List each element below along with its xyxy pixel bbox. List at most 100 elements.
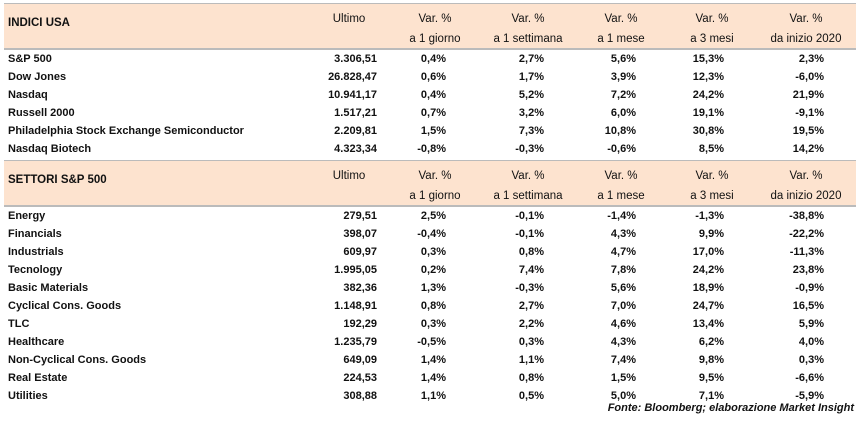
section-header: INDICI USA Ultimo Var. % a 1 giorno Var. % a … xyxy=(4,3,856,50)
cell-value: 10,8% xyxy=(604,125,636,137)
cell-value: 1,4% xyxy=(420,354,446,366)
cell-value: 4,7% xyxy=(610,246,636,258)
column-header-bottom: a 3 mesi xyxy=(690,190,734,202)
cell-value: 5,0% xyxy=(610,390,636,402)
table-row: Financials 398,07 -0,4% -0,1% 4,3% 9,9% -22,2% xyxy=(4,225,856,243)
cell-value: 13,4% xyxy=(692,318,724,330)
cell-value: 2,7% xyxy=(518,53,544,65)
row-label: Utilities xyxy=(8,390,48,402)
row-label: Non-Cyclical Cons. Goods xyxy=(8,354,147,366)
cell-value: 2,3% xyxy=(798,53,824,65)
cell-value: 224,53 xyxy=(343,372,377,384)
cell-value: 5,9% xyxy=(798,318,824,330)
cell-value: 1,7% xyxy=(518,71,544,83)
cell-value: 9,5% xyxy=(698,372,724,384)
cell-value: 19,5% xyxy=(792,125,824,137)
cell-value: 7,4% xyxy=(610,354,636,366)
cell-value: 0,6% xyxy=(420,71,446,83)
cell-value: 0,4% xyxy=(420,89,446,101)
cell-value: 5,6% xyxy=(610,53,636,65)
cell-value: 16,5% xyxy=(792,300,824,312)
row-label: Nasdaq Biotech xyxy=(8,143,92,155)
cell-value: 9,9% xyxy=(698,228,724,240)
cell-value: 24,2% xyxy=(692,89,724,101)
table-row: Utilities 308,88 1,1% 0,5% 5,0% 7,1% -5,9% xyxy=(4,387,856,405)
row-label: Energy xyxy=(8,210,46,222)
cell-value: 7,0% xyxy=(610,300,636,312)
table-row: Non-Cyclical Cons. Goods 649,09 1,4% 1,1% 7,… xyxy=(4,351,856,369)
table-row: Healthcare 1.235,79 -0,5% 0,3% 4,3% 6,2% 4,0% xyxy=(4,333,856,351)
table-row: Energy 279,51 2,5% -0,1% -1,4% -1,3% -38,8% xyxy=(4,207,856,225)
row-label: Real Estate xyxy=(8,372,68,384)
column-header: Var. % a 1 giorno xyxy=(389,166,481,206)
cell-value: -22,2% xyxy=(789,228,824,240)
table: INDICI USA Ultimo Var. % a 1 giorno Var. % a … xyxy=(4,0,856,405)
column-header-top: Var. % xyxy=(789,13,823,25)
cell-value: 14,2% xyxy=(792,143,824,155)
cell-value: 30,8% xyxy=(692,125,724,137)
cell-value: 4,3% xyxy=(610,228,636,240)
cell-value: 4,3% xyxy=(610,336,636,348)
cell-value: 0,3% xyxy=(420,246,446,258)
column-header-bottom: da inizio 2020 xyxy=(770,190,842,202)
table-row: Tecnology 1.995,05 0,2% 7,4% 7,8% 24,2% 23,8% xyxy=(4,261,856,279)
row-label: Industrials xyxy=(8,246,64,258)
column-header-bottom: a 1 settimana xyxy=(493,33,563,45)
cell-value: 3.306,51 xyxy=(334,53,377,65)
cell-value: 1.517,21 xyxy=(334,107,377,119)
table-row: Dow Jones 26.828,47 0,6% 1,7% 3,9% 12,3% -6,0% xyxy=(4,68,856,86)
cell-value: 2.209,81 xyxy=(334,125,377,137)
column-header: Var. % a 1 giorno xyxy=(389,9,481,49)
cell-value: 6,0% xyxy=(610,107,636,119)
cell-value: 0,8% xyxy=(518,246,544,258)
cell-value: 2,7% xyxy=(518,300,544,312)
cell-value: 609,97 xyxy=(343,246,377,258)
cell-value: -11,3% xyxy=(789,246,824,258)
cell-value: 26.828,47 xyxy=(328,71,377,83)
cell-value: 1,1% xyxy=(518,354,544,366)
cell-value: 398,07 xyxy=(343,228,377,240)
cell-value: 279,51 xyxy=(343,210,377,222)
cell-value: 10.941,17 xyxy=(328,89,377,101)
cell-value: 9,8% xyxy=(698,354,724,366)
cell-value: 7,3% xyxy=(518,125,544,137)
column-header-top: Var. % xyxy=(604,170,638,182)
table-row: Real Estate 224,53 1,4% 0,8% 1,5% 9,5% -6,6% xyxy=(4,369,856,387)
column-header-bottom: da inizio 2020 xyxy=(770,33,842,45)
cell-value: 5,6% xyxy=(610,282,636,294)
row-label: TLC xyxy=(8,318,30,330)
cell-value: 15,3% xyxy=(692,53,724,65)
cell-value: 0,3% xyxy=(518,336,544,348)
column-header-top: Var. % xyxy=(511,13,545,25)
column-header-top: Var. % xyxy=(418,170,452,182)
row-label: Russell 2000 xyxy=(8,107,75,119)
row-label: Cyclical Cons. Goods xyxy=(8,300,122,312)
cell-value: 7,2% xyxy=(610,89,636,101)
column-header: Var. % da inizio 2020 xyxy=(757,9,855,49)
cell-value: 8,5% xyxy=(698,143,724,155)
column-header: Ultimo xyxy=(304,9,394,29)
table-row: Nasdaq Biotech 4.323,34 -0,8% -0,3% -0,6% 8,5… xyxy=(4,140,856,158)
cell-value: 2,2% xyxy=(518,318,544,330)
cell-value: 4,6% xyxy=(610,318,636,330)
cell-value: -0,9% xyxy=(795,282,824,294)
cell-value: 2,5% xyxy=(420,210,446,222)
section-header: SETTORI S&P 500 Ultimo Var. % a 1 giorno Var… xyxy=(4,160,856,207)
cell-value: 5,2% xyxy=(518,89,544,101)
column-header-top: Ultimo xyxy=(332,13,366,25)
cell-value: -9,1% xyxy=(795,107,824,119)
cell-value: 1,5% xyxy=(420,125,446,137)
table-row: S&P 500 3.306,51 0,4% 2,7% 5,6% 15,3% 2,3% xyxy=(4,50,856,68)
column-header-top: Var. % xyxy=(695,170,729,182)
column-header: Var. % a 1 mese xyxy=(575,9,667,49)
cell-value: -1,4% xyxy=(607,210,636,222)
section-title: SETTORI S&P 500 xyxy=(8,174,107,186)
cell-value: -0,1% xyxy=(515,228,544,240)
cell-value: 1,5% xyxy=(610,372,636,384)
cell-value: 3,2% xyxy=(518,107,544,119)
cell-value: -0,6% xyxy=(607,143,636,155)
cell-value: -0,4% xyxy=(417,228,446,240)
cell-value: 1.148,91 xyxy=(334,300,377,312)
row-label: Financials xyxy=(8,228,62,240)
